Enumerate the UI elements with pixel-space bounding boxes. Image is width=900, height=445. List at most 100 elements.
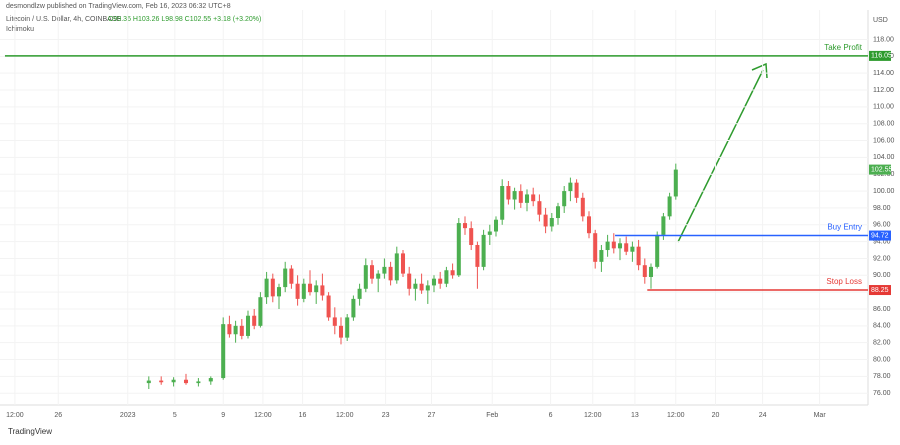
candle-body: [493, 219, 499, 232]
candle-body: [413, 283, 418, 289]
y-tick-label: 108.00: [873, 121, 895, 128]
candle-body: [580, 197, 585, 217]
candle-body: [431, 278, 437, 286]
candle-body: [221, 324, 226, 379]
candle-body: [245, 315, 251, 336]
y-tick-label: 112.00: [873, 87, 894, 94]
candle-body: [599, 250, 604, 262]
y-tick-label: 100.00: [873, 188, 895, 195]
candle-body: [376, 273, 381, 279]
level-value: 88.25: [871, 287, 889, 294]
candle-body: [586, 216, 592, 234]
level-name: Stop Loss: [826, 277, 862, 286]
symbol: Litecoin / U.S. Dollar, 4h, COINBASE: [6, 16, 121, 23]
y-tick-label: 114.00: [873, 70, 894, 77]
x-tick-label: 16: [299, 412, 307, 419]
y-tick-label: 110.00: [873, 104, 894, 111]
candle-body: [537, 201, 542, 215]
candle-body: [518, 191, 523, 203]
y-tick-label: 84.00: [873, 323, 891, 330]
y-tick-label: 86.00: [873, 306, 891, 313]
y-tick-label: 98.00: [873, 205, 891, 212]
candle-body: [338, 325, 344, 338]
currency: USD: [873, 17, 888, 24]
candle-body: [369, 265, 375, 279]
y-tick-label: 92.00: [873, 255, 891, 262]
y-tick-label: 106.00: [873, 137, 895, 144]
x-tick-label: 12:00: [254, 412, 272, 419]
candle-body: [444, 270, 449, 284]
y-tick-label: 78.00: [873, 373, 891, 380]
x-tick-label: 2023: [120, 412, 136, 419]
x-tick-label: 26: [54, 412, 62, 419]
candle-body: [655, 234, 660, 267]
candle-body: [314, 285, 319, 293]
candle-body: [506, 186, 511, 200]
candle-body: [307, 283, 313, 293]
y-tick-label: 96.00: [873, 222, 891, 229]
candle-body: [425, 285, 430, 291]
target-arrow: [677, 69, 764, 243]
level-name: Take Profit: [824, 43, 863, 52]
candle-body: [568, 182, 573, 192]
candle-body: [326, 295, 331, 318]
candle-body: [233, 325, 238, 335]
candle-body: [320, 285, 325, 296]
candle-body: [196, 381, 201, 384]
candle-body: [146, 380, 151, 384]
candle-body: [382, 266, 387, 274]
level-value: 116.05: [871, 53, 892, 60]
candle-body: [469, 228, 474, 245]
x-tick-label: 12:00: [336, 412, 354, 419]
y-tick-label: 82.00: [873, 340, 891, 347]
candle-body: [183, 379, 189, 384]
candle-body: [419, 283, 424, 291]
x-tick-label: 9: [221, 412, 225, 419]
candle-body: [661, 216, 666, 235]
x-tick-label: 27: [428, 412, 436, 419]
candle-body: [400, 253, 406, 274]
candle-body: [264, 278, 269, 298]
candle-body: [487, 231, 492, 235]
y-tick-label: 76.00: [873, 390, 891, 397]
candle-body: [239, 325, 244, 336]
level-tag: [869, 50, 891, 61]
candle-body: [524, 194, 530, 203]
candle-body: [301, 283, 306, 299]
candle-body: [562, 191, 567, 207]
x-tick-label: 13: [631, 412, 639, 419]
candle-body: [636, 246, 641, 266]
candle-body: [227, 324, 232, 335]
brand: TradingView: [8, 427, 52, 436]
candle-body: [549, 218, 554, 227]
candle-body: [332, 317, 337, 326]
candle-body: [512, 191, 517, 200]
candle-body: [407, 273, 412, 289]
level-value: 94.72: [871, 232, 889, 239]
candle-body: [159, 380, 164, 383]
level-tag: [869, 285, 891, 296]
candle-body: [500, 186, 505, 220]
x-tick-label: 12:00: [667, 412, 685, 419]
candle-body: [283, 268, 288, 288]
candle-body: [171, 379, 176, 383]
x-tick-label: Feb: [486, 412, 498, 419]
candle-body: [438, 278, 443, 284]
x-tick-label: 6: [549, 412, 553, 419]
candle-body: [574, 182, 579, 198]
candle-body: [630, 246, 635, 252]
candle-body: [295, 283, 300, 299]
x-tick-label: Mar: [814, 412, 827, 419]
candle-body: [388, 266, 393, 281]
candle-body: [617, 243, 623, 249]
level-tag: [869, 230, 891, 241]
candle-body: [593, 233, 598, 262]
candle-body: [667, 196, 672, 217]
last-price: 102.55: [871, 166, 893, 173]
candle-body: [456, 223, 461, 276]
x-tick-label: 24: [759, 412, 767, 419]
y-tick-label: 104.00: [873, 154, 895, 161]
